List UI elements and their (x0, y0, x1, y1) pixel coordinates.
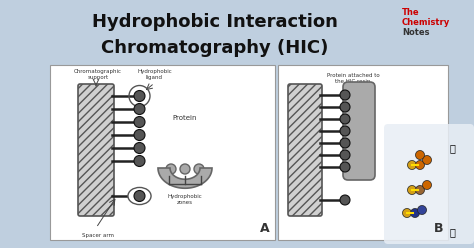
Circle shape (134, 129, 145, 141)
Polygon shape (158, 168, 212, 188)
FancyBboxPatch shape (384, 124, 474, 244)
Circle shape (410, 209, 419, 217)
Text: Hydrophobic
ligand: Hydrophobic ligand (137, 69, 172, 80)
Text: Chromatography (HIC): Chromatography (HIC) (101, 39, 328, 57)
Text: Spacer arm: Spacer arm (82, 233, 114, 238)
FancyBboxPatch shape (78, 84, 114, 216)
Text: 🌿: 🌿 (449, 227, 455, 237)
Circle shape (340, 126, 350, 136)
Circle shape (422, 155, 431, 164)
Circle shape (134, 190, 145, 201)
Text: Hydrophobic
zones: Hydrophobic zones (168, 194, 202, 205)
Circle shape (408, 186, 417, 194)
Ellipse shape (180, 164, 190, 174)
Circle shape (340, 150, 350, 160)
Circle shape (340, 162, 350, 172)
Ellipse shape (128, 187, 151, 205)
Circle shape (134, 91, 145, 101)
Circle shape (402, 209, 411, 217)
FancyBboxPatch shape (343, 82, 375, 180)
Text: Protein attached to
the HIC resin: Protein attached to the HIC resin (327, 73, 379, 84)
Circle shape (134, 143, 145, 154)
Circle shape (134, 155, 145, 166)
FancyBboxPatch shape (50, 65, 275, 240)
Text: 🌿: 🌿 (449, 143, 455, 153)
FancyBboxPatch shape (288, 84, 322, 216)
Circle shape (418, 206, 427, 215)
Circle shape (416, 160, 425, 169)
Circle shape (134, 103, 145, 115)
Circle shape (422, 181, 431, 189)
Circle shape (340, 195, 350, 205)
Circle shape (408, 160, 417, 169)
Ellipse shape (194, 164, 204, 174)
Circle shape (340, 90, 350, 100)
Text: B: B (434, 222, 443, 235)
Text: Chemistry: Chemistry (402, 18, 450, 27)
Circle shape (134, 117, 145, 127)
Text: Chromatographic
support: Chromatographic support (74, 69, 122, 80)
Circle shape (340, 138, 350, 148)
Text: A: A (260, 222, 270, 235)
Circle shape (340, 102, 350, 112)
Ellipse shape (166, 164, 176, 174)
Text: Protein: Protein (173, 115, 197, 121)
Text: Hydrophobic Interaction: Hydrophobic Interaction (92, 13, 338, 31)
Circle shape (416, 186, 425, 194)
Circle shape (416, 151, 425, 159)
Circle shape (340, 114, 350, 124)
Text: The: The (402, 8, 419, 17)
FancyBboxPatch shape (278, 65, 448, 240)
Text: Notes: Notes (402, 28, 429, 37)
